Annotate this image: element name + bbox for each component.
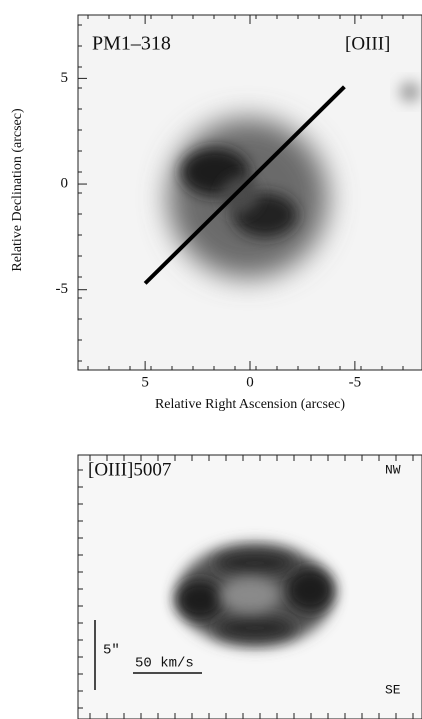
spatial-scale-label: 5″	[103, 643, 120, 659]
line-label: [OIII]5007	[88, 459, 171, 480]
filter-label: [OIII]	[345, 33, 390, 54]
velocity-image	[176, 543, 334, 647]
direction-label: NW	[385, 462, 401, 477]
y-tick-label: -5	[56, 281, 69, 297]
x-tick-label: -5	[349, 374, 362, 390]
x-axis-label: Relative Right Ascension (arcsec)	[155, 397, 345, 412]
slit	[143, 85, 346, 285]
y-axis-label: Relative Declination (arcsec)	[10, 108, 25, 272]
x-tick-label: 5	[141, 374, 149, 390]
object-label: PM1–318	[92, 33, 171, 55]
nebula-image	[168, 82, 420, 278]
direction-label: SE	[385, 682, 401, 697]
x-tick-label: 0	[246, 374, 254, 390]
y-tick-label: 0	[61, 175, 69, 191]
velocity-scale-label: 50 km/s	[135, 656, 194, 672]
y-tick-label: 5	[61, 70, 69, 86]
